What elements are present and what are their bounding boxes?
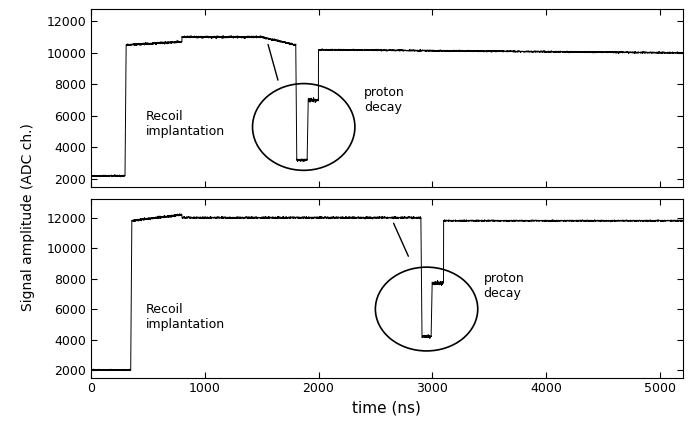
Text: proton
decay: proton decay	[484, 272, 524, 300]
Text: Recoil
implantation: Recoil implantation	[146, 302, 225, 331]
Text: proton
decay: proton decay	[364, 86, 405, 114]
Text: Recoil
implantation: Recoil implantation	[146, 110, 225, 138]
Text: Signal amplitude (ADC ch.): Signal amplitude (ADC ch.)	[21, 123, 35, 311]
X-axis label: time (ns): time (ns)	[352, 401, 421, 416]
